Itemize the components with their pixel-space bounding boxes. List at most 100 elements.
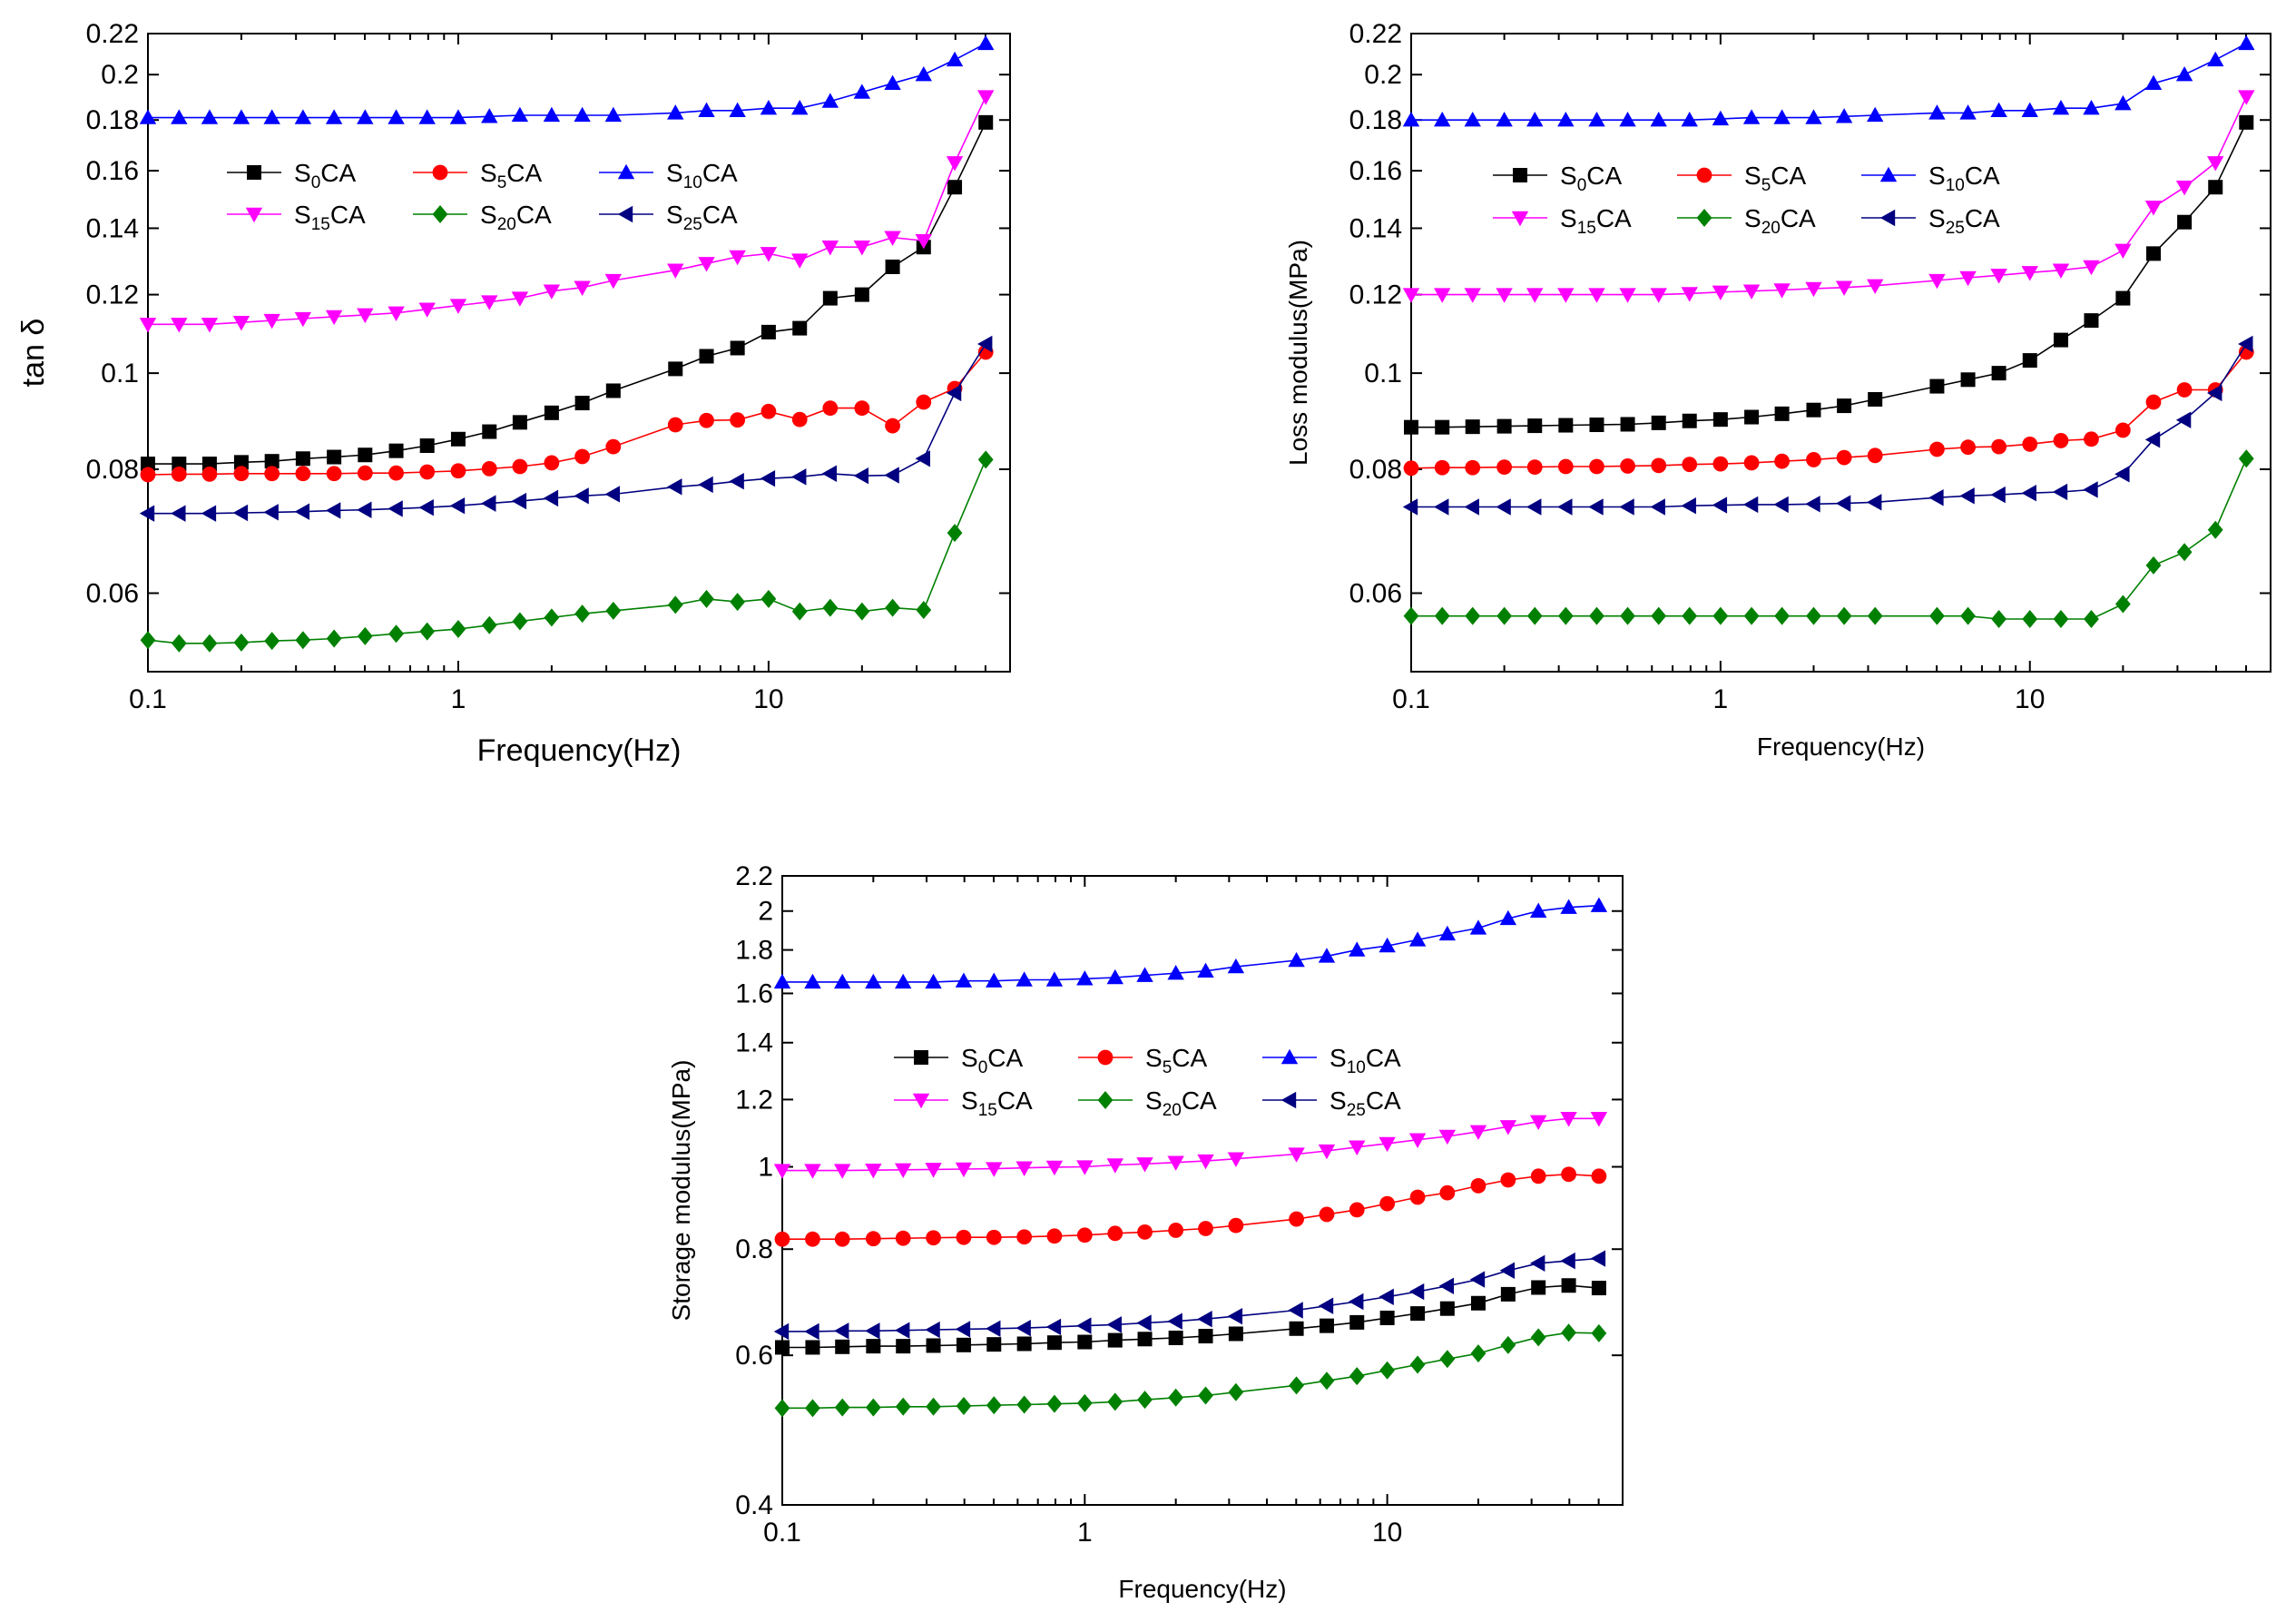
data-point [1198, 1386, 1213, 1405]
data-point [2144, 431, 2161, 448]
data-point [955, 1162, 973, 1178]
legend-marker [1696, 167, 1712, 183]
data-point [1046, 1394, 1063, 1413]
data-point [986, 972, 1003, 988]
series-line [782, 904, 1599, 983]
data-point [605, 383, 621, 398]
data-point [1867, 279, 1884, 295]
data-point [699, 412, 714, 428]
legend-label: S15CA [961, 1086, 1033, 1120]
data-point [1867, 606, 1883, 625]
data-point [1289, 1376, 1304, 1395]
data-point [1619, 288, 1636, 303]
legend-marker [432, 164, 448, 181]
data-point [326, 466, 342, 482]
data-point [865, 1163, 882, 1179]
data-point [1526, 498, 1542, 516]
data-point [792, 320, 808, 336]
data-point [885, 259, 900, 274]
data-point [481, 108, 498, 123]
data-point [1402, 112, 1420, 127]
data-point [388, 465, 404, 481]
data-point [295, 451, 310, 467]
data-point [574, 487, 589, 505]
data-point [773, 1322, 790, 1341]
data-point [263, 109, 280, 124]
data-point [1465, 419, 1480, 435]
data-point [804, 1164, 821, 1179]
data-point [1496, 606, 1513, 625]
data-point [1530, 1168, 1546, 1185]
series-S15CA [773, 1112, 1608, 1179]
legend-marker [1097, 1091, 1114, 1109]
data-point [1959, 104, 1977, 120]
data-point [2207, 51, 2224, 67]
x-axis-title: Frequency(Hz) [1757, 732, 1925, 761]
legend-label: S20CA [1145, 1086, 1217, 1120]
data-point [1076, 970, 1094, 986]
data-point [1591, 1168, 1607, 1185]
data-point [2175, 66, 2193, 82]
data-point [947, 524, 963, 543]
chart-panel-2: 0.1 1 10 0.06 0.08 0.1 0.12 0.14 0.16 0.18 0.2 0.22… [1284, 19, 2271, 761]
data-point [884, 74, 901, 91]
data-point [791, 468, 807, 486]
data-point [543, 106, 561, 123]
data-point [1712, 285, 1730, 301]
data-point [956, 1397, 972, 1416]
data-point [1620, 458, 1635, 474]
data-point [773, 973, 791, 989]
chart-panel-3: 0.1 1 10 0.4 0.6 0.8 1 1.2 1.4 1.6 1.8 2 2.2 Frequenc… [667, 861, 1624, 1603]
series-S0CA [775, 1278, 1606, 1355]
data-point [1318, 948, 1336, 963]
data-point [1434, 459, 1450, 476]
data-point [946, 156, 964, 172]
data-point [760, 469, 776, 487]
data-point [388, 624, 404, 644]
data-point [667, 263, 684, 279]
data-point [1016, 1161, 1033, 1176]
data-point [1742, 109, 1761, 124]
data-point [512, 415, 527, 430]
data-point [1557, 458, 1574, 475]
data-point [986, 1396, 1002, 1415]
data-point [2114, 466, 2130, 483]
data-point [1228, 1217, 1244, 1234]
series-S10CA [1402, 34, 2255, 127]
data-point [774, 1231, 790, 1247]
data-point [2114, 94, 2132, 111]
data-point [604, 273, 623, 290]
data-point [865, 1398, 881, 1417]
data-point [925, 1321, 940, 1339]
data-point [1588, 288, 1605, 303]
data-point [2052, 100, 2070, 115]
data-point [1464, 498, 1479, 516]
legend-label: S20CA [1744, 204, 1816, 238]
data-point [1867, 447, 1883, 464]
data-point [1107, 1392, 1123, 1411]
data-point [926, 1397, 941, 1416]
data-point [926, 1338, 941, 1353]
data-point [1434, 606, 1450, 625]
data-point [357, 501, 372, 518]
data-point [574, 448, 591, 465]
data-point [1077, 1334, 1093, 1350]
data-point [2022, 353, 2037, 369]
data-point [1806, 606, 1821, 625]
data-point [1590, 897, 1608, 912]
data-point [357, 308, 374, 324]
y-tick-label: 1 [758, 1153, 773, 1183]
data-point [1712, 456, 1729, 472]
series-S5CA [1403, 344, 2254, 477]
data-point [1076, 1317, 1092, 1334]
data-point [915, 234, 932, 250]
legend-marker [617, 163, 635, 180]
y-tick-label: 0.2 [101, 60, 139, 90]
data-point [1439, 1350, 1456, 1369]
data-point [1137, 1391, 1153, 1410]
data-point [698, 102, 715, 117]
legend-label: S5CA [1744, 162, 1806, 195]
data-point [2053, 332, 2068, 348]
data-point [895, 1230, 911, 1246]
data-point [773, 1164, 791, 1179]
